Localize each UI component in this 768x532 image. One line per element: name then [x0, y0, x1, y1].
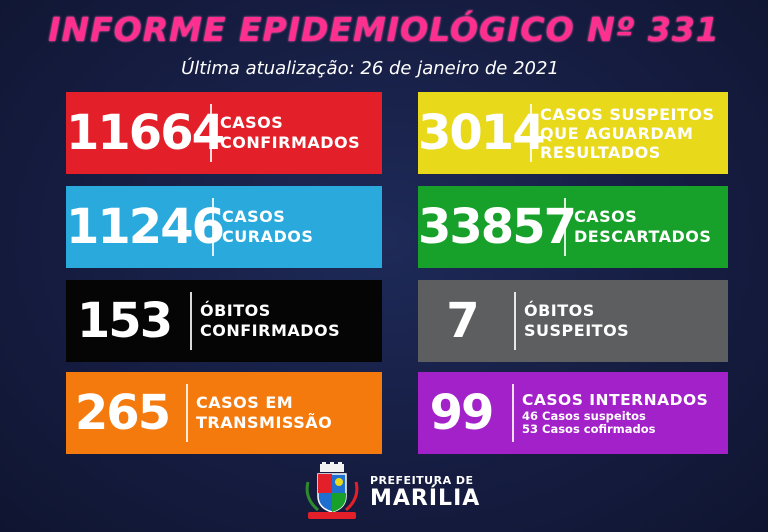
label-line: CASOS EM — [196, 393, 294, 412]
suspected-deaths-label: ÓBITOS SUSPEITOS — [524, 301, 629, 341]
municipality-name: PREFEITURA DE MARÍLIA — [370, 474, 480, 511]
card-hospitalized-cases: 99 CASOS INTERNADOS 46 Casos suspeitos 5… — [418, 372, 728, 454]
label-line: QUE AGUARDAM — [540, 123, 694, 143]
card-recovered-cases: 11246 CASOS CURADOS — [66, 186, 382, 268]
label-line: CONFIRMADOS — [220, 133, 361, 152]
divider — [564, 198, 566, 256]
divider — [190, 292, 192, 350]
hospitalized-suspected-detail: 46 Casos suspeitos — [522, 409, 646, 423]
divider — [514, 292, 516, 350]
confirmed-deaths-value: 153 — [76, 293, 173, 349]
last-update: Última atualização: 26 de janeiro de 202… — [181, 58, 559, 79]
confirmed-cases-value: 11664 — [66, 105, 225, 161]
label-line: SUSPEITOS — [524, 321, 630, 340]
discarded-cases-value: 33857 — [418, 199, 577, 255]
confirmed-deaths-label: ÓBITOS CONFIRMADOS — [200, 301, 340, 341]
label-line: CASOS — [574, 207, 638, 226]
label-line: ÓBITOS — [200, 301, 271, 320]
card-suspected-deaths: 7 ÓBITOS SUSPEITOS — [418, 280, 728, 362]
label-line: CASOS SUSPEITOS — [540, 104, 715, 124]
card-discarded-cases: 33857 CASOS DESCARTADOS — [418, 186, 728, 268]
label-line: RESULTADOS — [540, 142, 661, 162]
hospitalized-cases-label: CASOS INTERNADOS 46 Casos suspeitos 53 C… — [522, 390, 708, 436]
divider — [186, 384, 188, 442]
footer-line-1: PREFEITURA DE — [370, 473, 474, 487]
recovered-cases-value: 11246 — [66, 199, 225, 255]
hospitalized-cases-value: 99 — [429, 385, 495, 441]
divider — [212, 198, 214, 256]
label-line: CASOS — [220, 113, 284, 132]
report-title: INFORME EPIDEMIOLÓGICO Nº 331 — [48, 10, 720, 49]
label-line: CONFIRMADOS — [200, 321, 341, 340]
card-confirmed-cases: 11664 CASOS CONFIRMADOS — [66, 92, 382, 174]
suspected-deaths-value: 7 — [446, 293, 479, 349]
transmission-cases-label: CASOS EM TRANSMISSÃO — [196, 393, 332, 433]
divider — [530, 104, 532, 162]
divider — [210, 104, 212, 162]
label-line: CURADOS — [222, 227, 314, 246]
coat-of-arms-icon — [305, 462, 359, 519]
divider — [512, 384, 514, 442]
recovered-cases-label: CASOS CURADOS — [222, 207, 313, 247]
suspected-cases-value: 3014 — [418, 105, 546, 161]
card-suspected-cases: 3014 CASOS SUSPEITOS QUE AGUARDAM RESULT… — [418, 92, 728, 174]
label-line: TRANSMISSÃO — [196, 413, 333, 432]
hospitalized-confirmed-detail: 53 Casos cofirmados — [522, 422, 656, 436]
label-line: CASOS — [222, 207, 286, 226]
footer: PREFEITURA DE MARÍLIA — [300, 462, 480, 522]
confirmed-cases-label: CASOS CONFIRMADOS — [220, 113, 360, 153]
label-line: CASOS INTERNADOS — [522, 391, 709, 409]
transmission-cases-value: 265 — [74, 385, 171, 441]
suspected-cases-label: CASOS SUSPEITOS QUE AGUARDAM RESULTADOS — [540, 105, 715, 162]
card-transmission-cases: 265 CASOS EM TRANSMISSÃO — [66, 372, 382, 454]
card-confirmed-deaths: 153 ÓBITOS CONFIRMADOS — [66, 280, 382, 362]
label-line: ÓBITOS — [524, 301, 595, 320]
label-line: DESCARTADOS — [574, 227, 712, 246]
discarded-cases-label: CASOS DESCARTADOS — [574, 207, 711, 247]
footer-line-2: MARÍLIA — [370, 485, 481, 511]
